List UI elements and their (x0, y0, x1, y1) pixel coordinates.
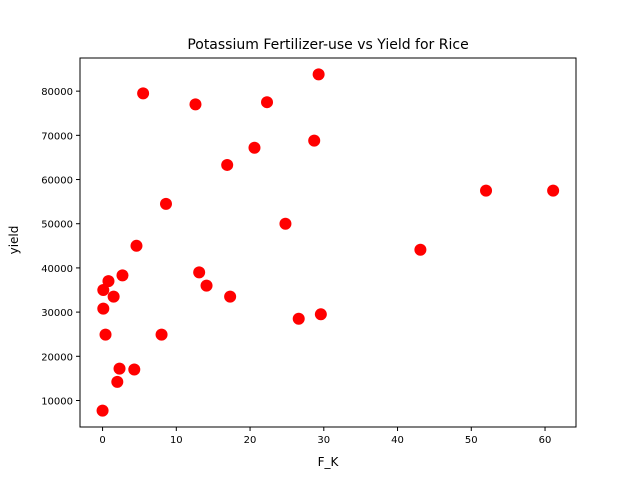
x-tick-label: 60 (539, 435, 552, 446)
x-tick-label: 50 (465, 435, 478, 446)
plot-frame (79, 57, 577, 428)
x-tick-label: 30 (317, 435, 330, 446)
y-tick-label: 30000 (41, 308, 73, 319)
chart-title: Potassium Fertilizer-use vs Yield for Ri… (187, 37, 468, 53)
data-point (97, 302, 110, 315)
y-tick-label: 80000 (41, 87, 73, 98)
x-tick-label: 10 (170, 435, 183, 446)
data-point (312, 68, 325, 81)
y-tick-label: 10000 (41, 396, 73, 407)
data-point (111, 375, 124, 388)
data-point (314, 308, 327, 321)
data-point (96, 404, 109, 417)
data-point (113, 362, 126, 375)
y-axis-label: yield (7, 226, 21, 255)
data-point (414, 243, 427, 256)
data-point (221, 158, 234, 171)
data-point (279, 217, 292, 230)
data-point (261, 96, 274, 109)
data-point (99, 328, 112, 341)
y-tick-label: 40000 (41, 264, 73, 275)
data-point (189, 98, 202, 111)
y-tick-label: 50000 (41, 220, 73, 231)
x-axis-label: F_K (318, 455, 340, 469)
y-tick-label: 60000 (41, 176, 73, 187)
data-point (248, 141, 261, 154)
data-point (308, 134, 321, 147)
data-point (130, 239, 143, 252)
data-point (155, 328, 168, 341)
data-point (159, 197, 172, 210)
x-tick-label: 0 (99, 435, 105, 446)
data-point (97, 284, 110, 297)
data-point (137, 87, 150, 100)
plot-area: 0 10 20 30 40 50 60 10000 20000 30000 40000 50000 60… (41, 57, 577, 446)
data-point (116, 269, 129, 282)
data-point (224, 290, 237, 303)
y-tick-label: 70000 (41, 131, 73, 142)
data-point (128, 363, 141, 376)
data-point (547, 184, 560, 197)
data-point (107, 290, 120, 303)
data-point (193, 266, 206, 279)
data-point (102, 275, 115, 288)
x-tick-label: 20 (244, 435, 257, 446)
data-point (200, 279, 213, 292)
y-tick-label: 20000 (41, 352, 73, 363)
data-point (292, 312, 305, 325)
data-point (480, 184, 493, 197)
x-tick-label: 40 (391, 435, 404, 446)
